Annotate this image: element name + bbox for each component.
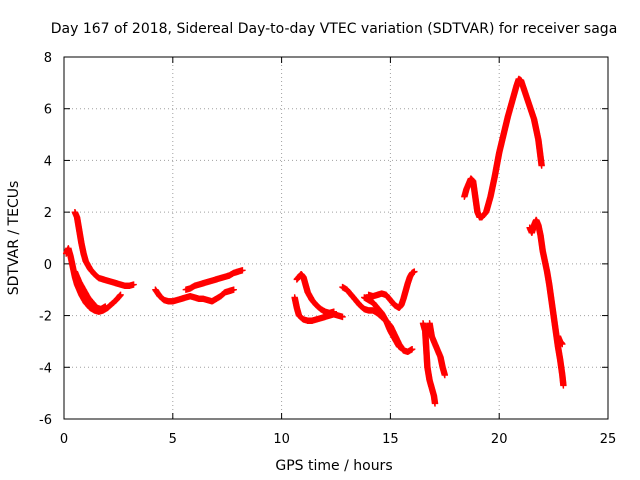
data-point: [117, 291, 124, 299]
x-tick-label: 10: [273, 432, 290, 447]
data-point: [408, 345, 416, 353]
x-tick-label: 25: [600, 432, 617, 447]
data-point: [230, 286, 237, 293]
data-point: [560, 382, 567, 389]
x-tick-label: 0: [60, 432, 68, 447]
data-point: [431, 400, 439, 407]
data-point: [411, 268, 418, 275]
x-tick-label: 5: [169, 432, 177, 447]
x-tick-label: 20: [491, 432, 508, 447]
x-axis-label: GPS time / hours: [275, 458, 392, 474]
axis-ticks: 0 5 10 15 20 25 -6 -4 -2 0 2 4 6 8: [39, 51, 616, 447]
data-point: [102, 303, 109, 310]
y-tick-label: -4: [39, 361, 52, 376]
data-point: [400, 345, 407, 353]
y-tick-label: 0: [44, 258, 52, 273]
y-tick-label: 4: [44, 154, 52, 169]
y-tick-label: 6: [44, 103, 52, 118]
data-marks: [62, 75, 567, 407]
chart-title: Day 167 of 2018, Sidereal Day-to-day VTE…: [51, 21, 618, 37]
y-tick-label: -2: [39, 310, 52, 325]
data-point: [339, 313, 346, 321]
data-point: [441, 371, 448, 379]
data-point: [130, 281, 137, 288]
data-point: [559, 340, 566, 348]
y-tick-label: 8: [44, 51, 52, 66]
grid: [64, 57, 608, 419]
plot-frame: [63, 56, 609, 420]
y-tick-label: -6: [39, 413, 52, 428]
y-tick-label: 2: [44, 206, 52, 221]
data-point: [239, 267, 246, 274]
x-tick-label: 15: [382, 432, 399, 447]
data-point: [538, 162, 545, 169]
y-axis-label: SDTVAR / TECUs: [6, 181, 22, 296]
data-point: [330, 308, 338, 315]
